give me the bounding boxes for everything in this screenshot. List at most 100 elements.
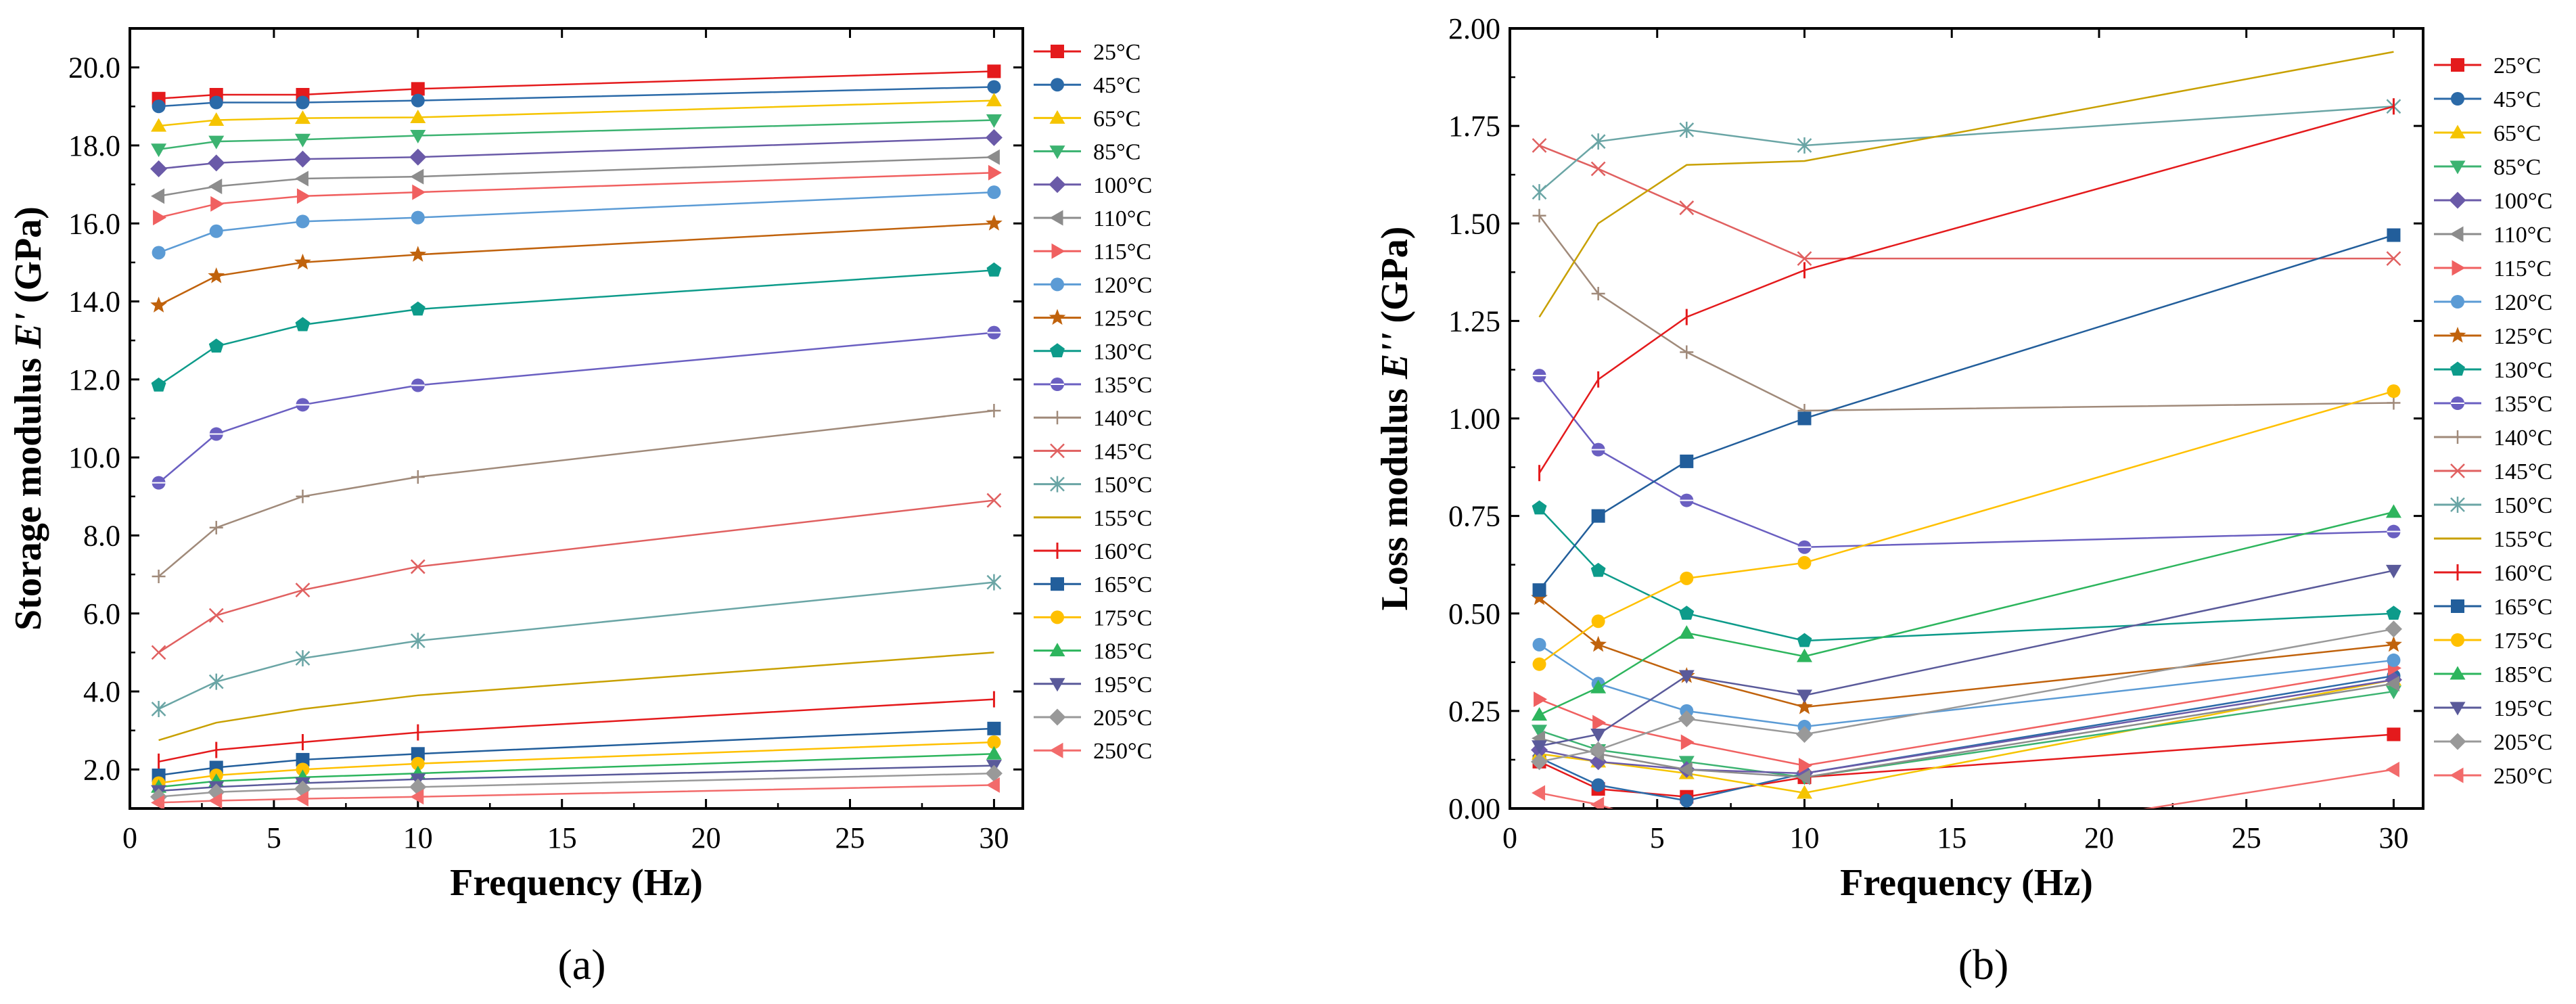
legend-marker: [2450, 702, 2466, 716]
legend-item-185c: 185°C: [2434, 662, 2552, 687]
data-point: [986, 746, 1002, 760]
legend: 25°C 45°C 65°C 85°C 100°C 110°C 115°C 120°C 125°…: [2434, 53, 2552, 789]
data-point: [2385, 564, 2401, 578]
data-point: [1532, 707, 1548, 721]
legend-marker: [1051, 277, 1064, 292]
legend-item-140c: 140°C: [1034, 406, 1152, 431]
panel-label-a: (a): [557, 940, 605, 988]
legend-marker: [1049, 110, 1065, 124]
data-point: [1532, 583, 1546, 597]
y-tick-label: 2.0: [83, 753, 120, 786]
data-point: [151, 188, 165, 204]
series-250c: [151, 777, 1000, 808]
y-axis-title: Loss modulus E'' (GPa): [1374, 227, 1416, 611]
data-point: [208, 178, 223, 194]
x-tick-label: 10: [403, 821, 433, 854]
x-tick-label: 5: [1650, 821, 1665, 854]
data-point: [411, 82, 425, 96]
legend-label: 155°C: [2493, 527, 2552, 552]
legend-marker: [2449, 733, 2466, 750]
legend-item-140c: 140°C: [2434, 426, 2552, 451]
legend-item-250c: 250°C: [2434, 764, 2552, 789]
legend-item-120c: 120°C: [2434, 290, 2552, 315]
legend-item-100c: 100°C: [2434, 189, 2552, 214]
y-tick-label: 0.00: [1448, 792, 1500, 825]
legend-marker: [1049, 145, 1065, 160]
data-point: [151, 143, 167, 158]
data-point: [1680, 493, 1694, 507]
y-tick-label: 1.25: [1448, 304, 1500, 338]
data-point: [987, 325, 1001, 340]
legend-label: 115°C: [2493, 256, 2552, 281]
legend-label: 160°C: [1093, 539, 1152, 564]
x-tick-label: 0: [122, 821, 137, 854]
data-point: [411, 378, 425, 392]
legend-marker: [2450, 160, 2466, 175]
legend-item-145c: 145°C: [1034, 439, 1152, 464]
legend-item-65c: 65°C: [1034, 106, 1141, 131]
series-145c: [1532, 138, 2401, 267]
legend-label: 25°C: [2493, 53, 2541, 78]
legend-marker: [2450, 463, 2465, 478]
data-point: [2385, 676, 2399, 692]
legend-item-195c: 195°C: [1034, 672, 1152, 698]
data-point: [1591, 778, 1605, 792]
data-point: [409, 148, 427, 166]
legend-item-25c: 25°C: [2434, 53, 2541, 78]
legend-label: 110°C: [2493, 223, 2552, 248]
data-point: [987, 735, 1001, 749]
data-point: [151, 700, 166, 717]
panel-label-b: (b): [1958, 940, 2009, 988]
series-175c: [1532, 384, 2401, 671]
x-axis-title: Frequency (Hz): [1840, 862, 2093, 904]
series-140c: [1532, 208, 2401, 417]
legend-label: 195°C: [2493, 696, 2552, 721]
data-point: [409, 246, 427, 262]
series-line: [158, 652, 994, 741]
data-point: [1796, 769, 1810, 785]
y-tick-label: 2.00: [1448, 12, 1500, 45]
data-point: [1532, 138, 1547, 153]
x-tick-label: 0: [1502, 821, 1517, 854]
panel-b: 0 5 10 15 20 25 30 0.00 0.25 0.50 0.75 1.00 1.25 1.50…: [1374, 12, 2552, 904]
legend-item-160c: 160°C: [1034, 539, 1152, 564]
data-point: [1532, 184, 1547, 201]
data-point: [986, 214, 1003, 231]
legend-label: 100°C: [1093, 173, 1152, 198]
data-point: [1590, 679, 1607, 693]
data-point: [294, 110, 310, 124]
data-point: [2386, 251, 2401, 267]
data-point: [295, 650, 310, 667]
legend-marker: [1051, 411, 1064, 425]
legend-marker: [2451, 599, 2464, 613]
data-point: [1678, 670, 1695, 684]
data-point: [986, 262, 1002, 277]
data-point: [1532, 369, 1546, 383]
data-point: [294, 253, 311, 270]
data-point: [1591, 442, 1605, 457]
series-155c: [158, 652, 994, 741]
legend-marker: [1049, 742, 1063, 758]
data-point: [208, 267, 225, 283]
legend-label: 195°C: [1093, 672, 1152, 698]
data-point: [410, 633, 426, 649]
legend-item-175c: 175°C: [1034, 606, 1152, 631]
legend-label: 150°C: [2493, 493, 2552, 518]
data-point: [1531, 589, 1548, 606]
legend-label: 250°C: [1093, 739, 1152, 764]
data-point: [986, 93, 1002, 107]
legend-item-25c: 25°C: [1034, 40, 1141, 65]
legend-label: 165°C: [1093, 572, 1152, 597]
y-tick-label: 0.25: [1448, 695, 1500, 728]
series-115c: [153, 164, 1002, 226]
legend-label: 140°C: [2493, 426, 2552, 451]
legend-item-155c: 155°C: [1034, 506, 1152, 531]
data-point: [210, 196, 225, 212]
legend-label: 250°C: [2493, 764, 2552, 789]
data-point: [1679, 200, 1695, 216]
data-point: [208, 792, 223, 808]
data-point: [1680, 794, 1694, 808]
legend-item-160c: 160°C: [2434, 561, 2552, 586]
legend-label: 45°C: [1093, 73, 1141, 98]
legend-marker: [1051, 243, 1065, 259]
